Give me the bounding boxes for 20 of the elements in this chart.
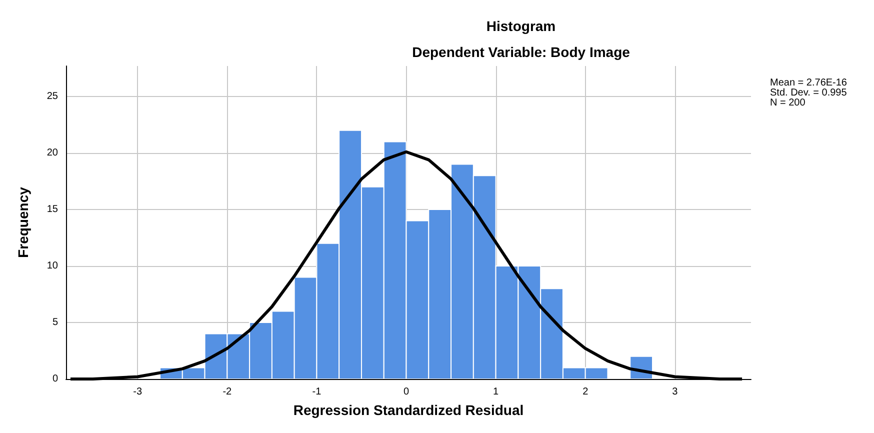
text: Std. Dev. = 0.995 (770, 88, 848, 98)
text: N = 200 (770, 98, 806, 108)
y-tick-label: 25 (46, 91, 58, 102)
y-tick-label: 15 (46, 204, 58, 216)
chart-title: Histogram (486, 18, 556, 34)
chart-subtitle: Dependent Variable: Body Image (412, 44, 630, 60)
x-tick-label: 3 (672, 386, 678, 398)
text: Mean = 2.76E-16 (770, 78, 848, 88)
y-tick-label: 0 (52, 374, 58, 384)
x-axis-title: Regression Standardized Residual (293, 402, 524, 418)
x-tick-label: 2 (582, 386, 589, 398)
x-tick-label: -3 (133, 386, 143, 398)
y-axis-title: Frequency (15, 186, 31, 258)
x-tick-label: 0 (403, 386, 410, 398)
x-tick-label: -2 (222, 386, 232, 398)
x-tick-label: -1 (312, 386, 322, 398)
y-tick-label: 5 (52, 317, 58, 328)
y-tick-label: 20 (46, 148, 58, 159)
x-tick-label: 1 (493, 386, 500, 398)
y-tick-label: 10 (46, 260, 58, 272)
